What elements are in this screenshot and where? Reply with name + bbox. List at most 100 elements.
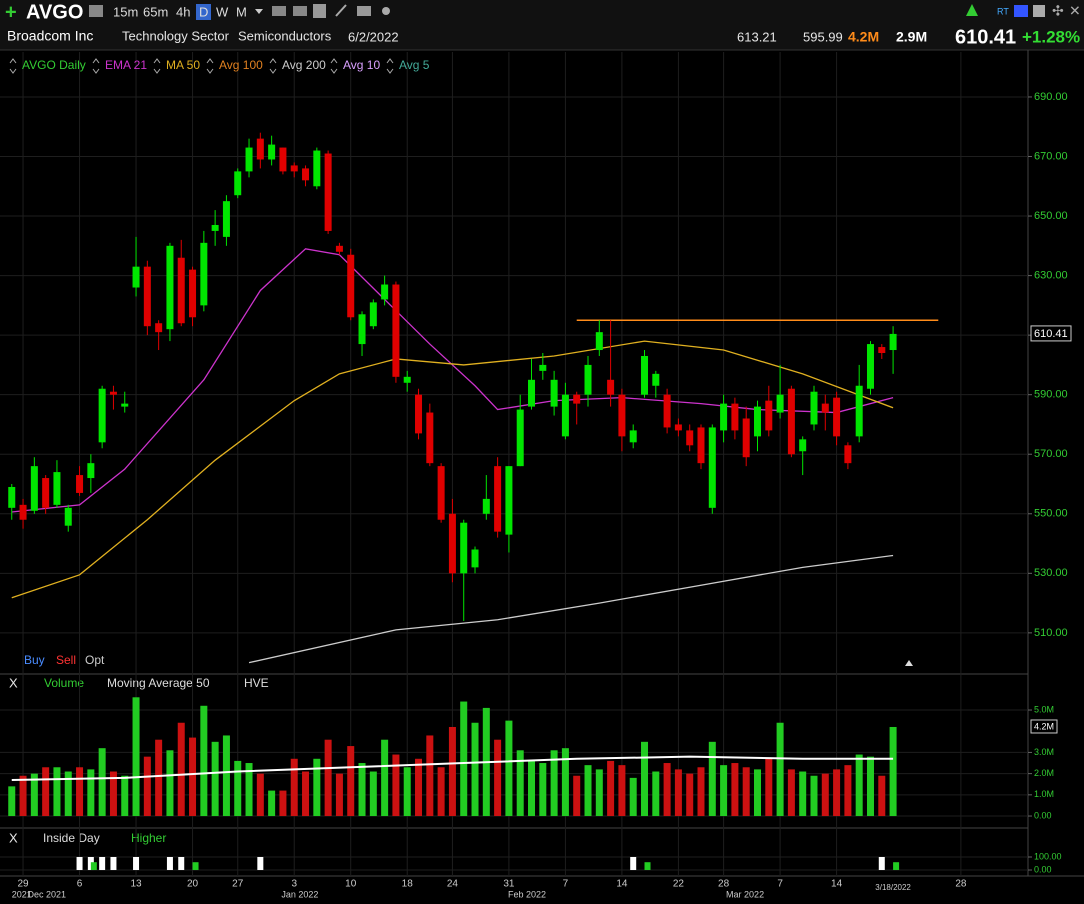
volume-bar [132,697,140,817]
volume-bar [98,748,106,817]
legend-icon [269,58,277,74]
candle-body [132,266,140,288]
volume-bar [121,775,129,817]
candle-body [392,284,400,377]
volume-bar [742,767,750,817]
close-icon[interactable]: ✕ [1069,3,1081,19]
interval[interactable]: 15m [113,4,138,19]
move-icon[interactable]: ✣ [1052,3,1064,19]
volume-bar [494,739,502,817]
volume-bar [787,769,795,817]
x-tick-label: 29 [17,879,29,890]
candle-body [878,347,886,354]
icon[interactable] [293,6,307,16]
candle-body [889,333,897,351]
volume-bar [42,767,50,817]
volume-bar [234,760,242,817]
day-high: 613.21 [737,29,777,44]
interval[interactable]: M [236,4,247,19]
x-tick-label: 22 [673,879,685,890]
candle-body [550,379,558,407]
icon[interactable] [1033,5,1045,17]
legend-label: AVGO Daily [22,58,86,72]
candle-body [573,394,581,404]
close-panel[interactable]: X [9,675,18,690]
scroll-icon[interactable] [905,660,913,666]
icon[interactable] [335,4,347,17]
add-icon[interactable]: + [5,1,17,23]
buy-button[interactable]: Buy [24,653,45,667]
volume-bar [629,777,637,817]
candle-body [98,388,106,443]
signal-marker [893,862,900,871]
candle-body [30,466,38,511]
interval[interactable]: W [216,4,229,19]
legend-icon [206,58,214,74]
star-icon[interactable] [966,4,978,16]
candle-body [799,439,807,452]
series-name: Inside Day [43,831,100,845]
volume-bar [87,769,95,817]
candle-body [663,394,671,428]
volume-bar [652,771,660,817]
candle-body [448,513,456,574]
candle-body [426,412,434,464]
candle-body [358,314,366,345]
sell-button[interactable]: Sell [56,653,76,667]
y-tick-label: 550.00 [1034,508,1068,520]
volume-bar [392,754,400,817]
x-tick-label: 14 [831,879,843,890]
symbol[interactable]: AVGO [26,1,83,23]
legend-label: Avg 200 [282,58,326,72]
volume-bar [821,773,829,817]
industry: Semiconductors [238,28,332,43]
interval[interactable]: D [199,4,208,19]
y-tick-label: 570.00 [1034,448,1068,460]
volume-bar [697,767,705,817]
volume-bar [539,763,547,817]
rt-icon[interactable]: RT [997,6,1009,16]
candle-body [302,168,310,181]
volume-bar [720,765,728,817]
candle-body [268,144,276,160]
y-tick-label: 0.00 [1034,864,1052,874]
x-tick-label: 14 [616,879,628,890]
candle-body [403,376,411,383]
icon[interactable] [89,5,103,17]
signal-marker [257,857,264,871]
volume-bar [256,773,264,817]
x-tick-label: 28 [718,879,730,890]
close-panel[interactable]: X [9,830,18,845]
candle-body [121,403,129,407]
signal-marker [110,857,117,871]
interval[interactable]: 65m [143,4,168,19]
interval[interactable]: 4h [176,4,190,19]
volume-bar [505,720,513,817]
candle-body [528,379,536,407]
icon[interactable] [1014,5,1028,17]
last-price: 610.41 [955,26,1016,48]
icon[interactable] [313,4,326,18]
volume-bar [76,767,84,817]
month-label: Feb 2022 [508,889,546,899]
volume: 4.2M [848,29,879,45]
icon[interactable] [382,7,390,15]
x-tick-label: 7 [563,879,569,890]
ma-line [11,755,894,781]
volume-bar [799,771,807,817]
volume-bar [471,722,479,817]
volume-bar [302,771,310,817]
y-tick-label: 0.00 [1034,810,1052,820]
icon[interactable] [272,6,286,16]
signal-marker [630,857,637,871]
opt-button[interactable]: Opt [85,653,105,667]
icon[interactable] [357,6,371,16]
candle-body [516,409,524,467]
signal-marker [166,857,173,871]
dropdown-icon[interactable] [255,9,263,14]
signal-marker [878,857,885,871]
x-tick-label: 27 [232,879,244,890]
volume-bar [708,741,716,817]
sector: Technology Sector [122,28,230,43]
candle-body [629,430,637,443]
